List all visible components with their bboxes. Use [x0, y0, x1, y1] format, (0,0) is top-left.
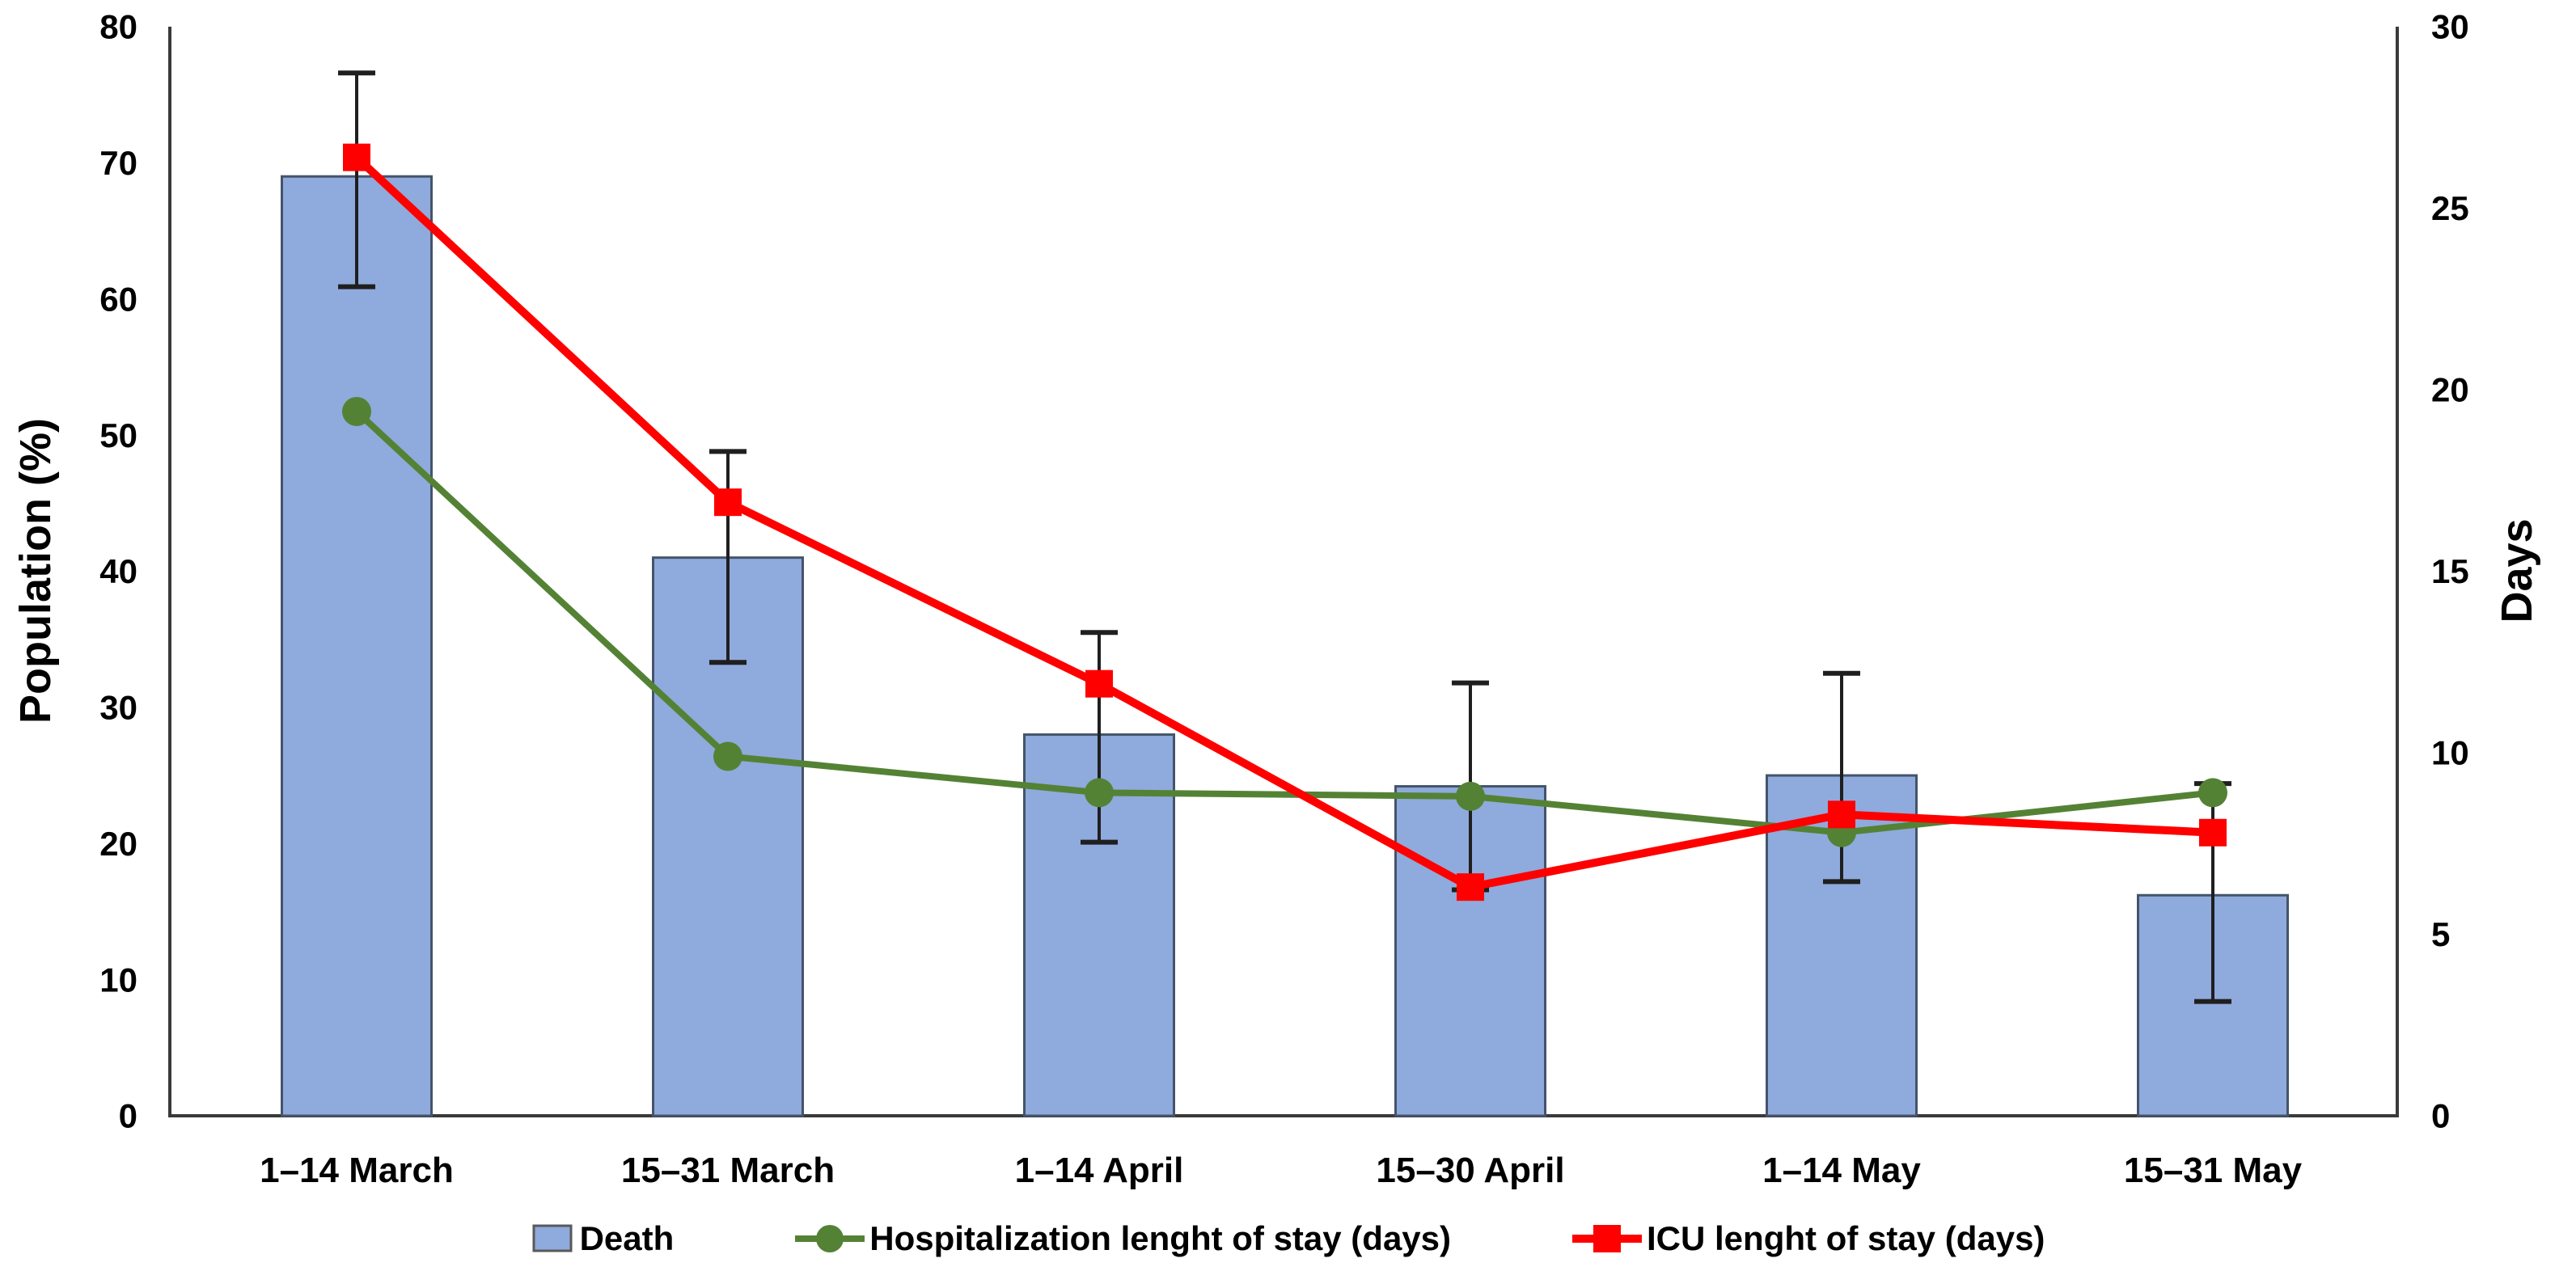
x-axis-label-5: 15–31 May	[2124, 1151, 2303, 1190]
legend-item-icu: ICU lenght of stay (days)	[1572, 1219, 2045, 1258]
left-axis-tick-0: 0	[119, 1097, 137, 1135]
hospitalization-point-1	[713, 741, 742, 771]
icu-line	[353, 154, 2214, 892]
x-axis-label-4: 1–14 May	[1762, 1151, 1921, 1190]
icu-point-0	[343, 143, 370, 171]
icu-point-5	[2199, 818, 2227, 847]
legend-label-hospitalization: Hospitalization lenght of stay (days)	[869, 1219, 1452, 1257]
left-axis-tick-80: 80	[99, 8, 137, 46]
hospitalization-point-0	[342, 396, 371, 426]
x-axis-label-2: 1–14 April	[1015, 1151, 1184, 1190]
legend: Death Hospitalization lenght of stay (da…	[0, 1219, 2576, 1258]
left-axis-tick-30: 30	[99, 689, 137, 727]
icu-legend-point	[1593, 1225, 1622, 1252]
right-axis-tick-30: 30	[2431, 8, 2469, 46]
right-axis-tick-5: 5	[2431, 915, 2450, 953]
right-axis-tick-10: 10	[2431, 734, 2469, 772]
legend-item-hospitalization: Hospitalization lenght of stay (days)	[795, 1219, 1451, 1258]
right-axis-tick-25: 25	[2431, 189, 2469, 227]
icu-legend-marker-icon	[1572, 1225, 1643, 1252]
x-axis-label-1: 15–31 March	[621, 1151, 835, 1190]
right-axis-tick-15: 15	[2431, 552, 2469, 590]
legend-label-icu: ICU lenght of stay (days)	[1647, 1219, 2045, 1257]
hospitalization-point-3	[1456, 781, 1485, 811]
hospitalization-point-2	[1085, 778, 1114, 808]
legend-label-death: Death	[579, 1219, 675, 1257]
icu-point-4	[1828, 800, 1855, 829]
icu-point-2	[1085, 669, 1113, 698]
bar-death-0	[281, 175, 433, 1117]
hospitalization-legend-marker-icon	[795, 1225, 865, 1252]
icu-point-1	[714, 488, 742, 517]
left-axis-tick-20: 20	[99, 825, 137, 863]
left-axis-tick-70: 70	[99, 144, 137, 182]
death-swatch	[532, 1224, 573, 1252]
right-axis-title: Days	[2493, 518, 2541, 623]
left-axis-tick-50: 50	[99, 416, 137, 454]
x-axis-label-0: 1–14 March	[260, 1151, 454, 1190]
right-axis-tick-20: 20	[2431, 371, 2469, 409]
left-axis-tick-40: 40	[99, 552, 137, 590]
icu-point-3	[1457, 873, 1484, 902]
left-axis-tick-60: 60	[99, 280, 137, 318]
right-axis-tick-0: 0	[2431, 1097, 2450, 1135]
hospitalization-legend-point	[816, 1225, 844, 1252]
x-axis-label-3: 15–30 April	[1376, 1151, 1564, 1190]
legend-item-death: Death	[531, 1219, 675, 1258]
left-axis-title: Population (%)	[11, 418, 60, 724]
hospitalization-point-5	[2198, 778, 2227, 808]
hospitalization-line	[354, 409, 2214, 836]
left-axis-tick-10: 10	[99, 961, 137, 999]
death-legend-swatch-icon	[532, 1224, 573, 1252]
